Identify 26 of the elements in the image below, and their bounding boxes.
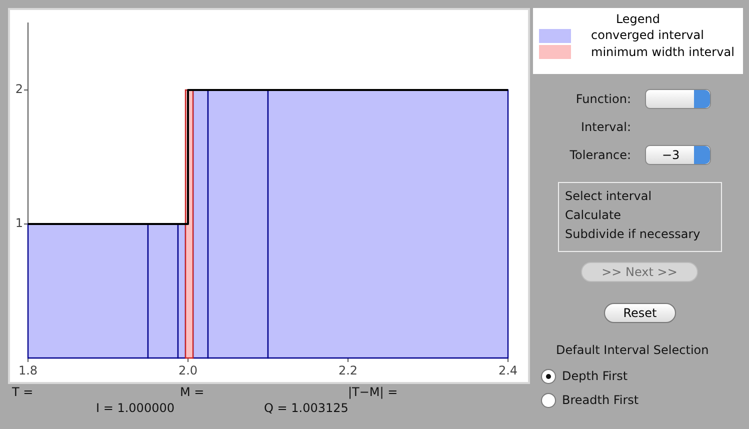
legend-label: minimum width interval <box>590 44 736 60</box>
text: Tolerance: <box>570 148 631 162</box>
text: T = <box>12 385 34 399</box>
x-tick-label: 1.8 <box>18 363 38 378</box>
y-tick-label: 2 <box>15 82 23 96</box>
text: Q = 1.003125 <box>264 401 348 415</box>
x-tick-label: 2.0 <box>178 363 198 378</box>
text: |T−M| = <box>348 385 398 399</box>
next-button: >> Next >> <box>581 262 698 282</box>
text: Subdivide if necessary <box>565 227 700 241</box>
text: Calculate <box>565 208 622 222</box>
text: Default Interval Selection <box>556 343 709 357</box>
text: Breadth First <box>562 393 639 407</box>
y-tick-label: 1 <box>15 216 23 230</box>
text: Select interval <box>565 189 652 203</box>
text: Interval: <box>581 120 631 134</box>
legend-title: Legend <box>614 12 662 26</box>
x-tick-label: 2.4 <box>498 363 518 378</box>
text: Function: <box>576 92 631 106</box>
reset-button: Reset <box>604 303 676 323</box>
legend-label: converged interval <box>590 28 705 43</box>
tolerance-dropdown: −3 <box>645 145 711 165</box>
text: Depth First <box>562 369 628 383</box>
text: M = <box>180 385 204 399</box>
x-tick-label: 2.2 <box>338 363 358 378</box>
text: I = 1.000000 <box>96 401 174 415</box>
